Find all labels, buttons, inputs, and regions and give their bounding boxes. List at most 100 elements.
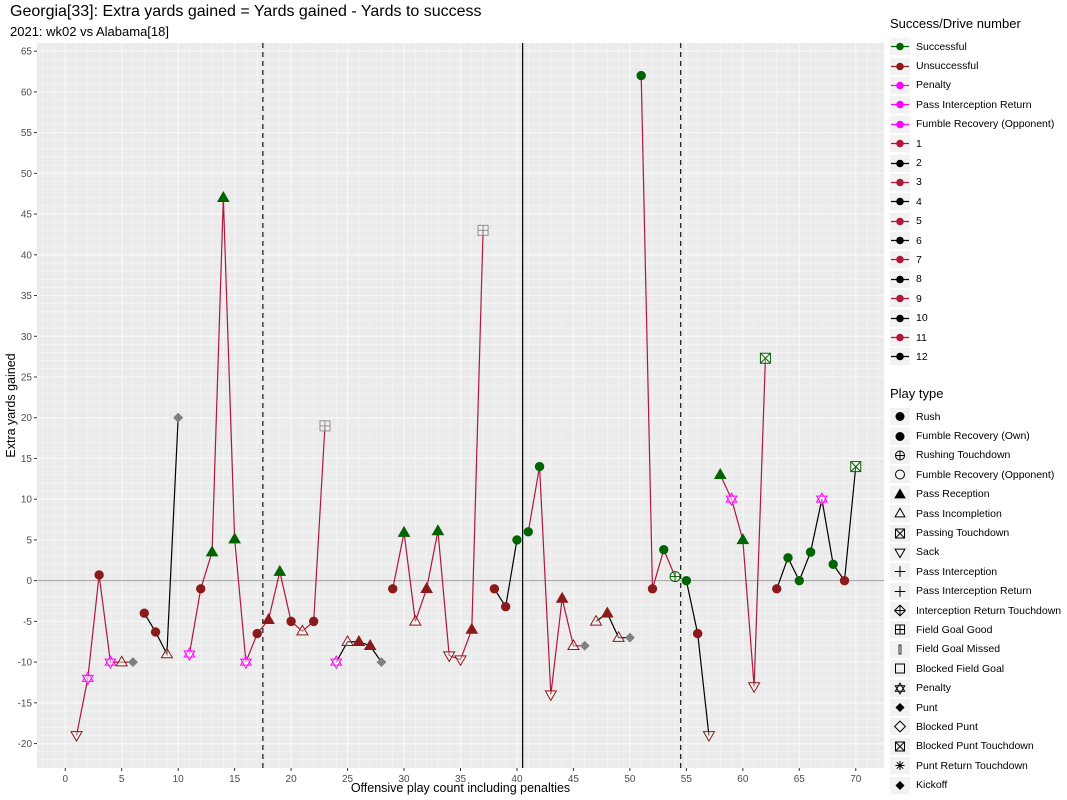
y-tick-label: 50 bbox=[21, 169, 33, 180]
data-point-55 bbox=[681, 575, 692, 586]
legend-key-swatch bbox=[890, 408, 910, 426]
x-tick-label: 10 bbox=[173, 774, 185, 785]
drive-line-7 bbox=[527, 466, 585, 695]
x-tick-label: 20 bbox=[286, 774, 298, 785]
legend-shape-icon bbox=[894, 488, 906, 499]
data-point-42 bbox=[534, 461, 545, 472]
y-tick-label: 55 bbox=[21, 128, 33, 139]
legend-key-swatch bbox=[890, 348, 910, 366]
legend-shape-icon bbox=[895, 469, 905, 480]
x-tick-label: 45 bbox=[568, 774, 580, 785]
legend-item-shape: Blocked Field Goal bbox=[890, 659, 1061, 678]
legend-label: Blocked Field Goal bbox=[916, 662, 1005, 675]
legend-label: Sack bbox=[916, 546, 940, 559]
legend-item-shape: Blocked Punt Touchdown bbox=[890, 737, 1061, 756]
y-tick-label: -10 bbox=[18, 658, 33, 669]
legend-key-swatch bbox=[890, 270, 910, 288]
x-tick-label: 25 bbox=[342, 774, 354, 785]
data-point-58 bbox=[713, 467, 727, 479]
legend-item-color: 1 bbox=[890, 134, 1054, 153]
legend-shape-icon bbox=[898, 644, 902, 655]
legend-label: Blocked Punt Touchdown bbox=[916, 740, 1034, 753]
data-point-33 bbox=[431, 524, 445, 536]
data-point-14 bbox=[216, 191, 230, 203]
data-point-6 bbox=[128, 657, 138, 668]
legend-label: Passing Touchdown bbox=[916, 527, 1010, 540]
data-point-8 bbox=[150, 627, 161, 637]
data-point-31 bbox=[408, 614, 422, 626]
legend-key-swatch bbox=[890, 718, 910, 736]
legend-label: Pass Incompletion bbox=[916, 507, 1002, 520]
x-tick-label: 35 bbox=[455, 774, 467, 785]
data-point-70 bbox=[850, 461, 862, 473]
x-tick-label: 30 bbox=[398, 774, 410, 785]
data-point-17 bbox=[252, 628, 262, 639]
legend-shape-icon bbox=[894, 566, 906, 578]
data-point-62 bbox=[759, 352, 771, 364]
data-point-50 bbox=[624, 632, 635, 643]
data-point-32 bbox=[420, 582, 433, 594]
data-point-36 bbox=[465, 622, 479, 634]
y-tick-label: 25 bbox=[21, 372, 33, 383]
legend-item-shape: Rushing Touchdown bbox=[890, 446, 1061, 465]
legend-item-color: 3 bbox=[890, 173, 1054, 192]
legend-key-swatch bbox=[890, 115, 910, 133]
legend-item-shape: Fumble Recovery (Opponent) bbox=[890, 465, 1061, 484]
data-point-2 bbox=[81, 671, 94, 686]
legend-key-swatch bbox=[890, 57, 910, 75]
legend-key-swatch bbox=[890, 135, 910, 153]
legend-color-title: Success/Drive number bbox=[890, 16, 1021, 31]
legend-label: 10 bbox=[916, 312, 928, 325]
x-tick-label: 55 bbox=[681, 774, 693, 785]
legend-label: 7 bbox=[916, 253, 922, 266]
data-point-66 bbox=[805, 547, 816, 557]
legend-key-swatch bbox=[890, 466, 910, 484]
legend-item-color: 9 bbox=[890, 289, 1054, 308]
data-point-54 bbox=[669, 571, 681, 583]
x-tick-label: 50 bbox=[624, 774, 636, 785]
legend-key-swatch bbox=[890, 563, 910, 581]
legend-label: 4 bbox=[916, 195, 922, 208]
legend-key-swatch bbox=[890, 485, 910, 503]
data-point-18 bbox=[262, 612, 275, 624]
legend-shape-icon bbox=[895, 624, 905, 635]
data-point-4 bbox=[104, 655, 117, 670]
data-point-26 bbox=[352, 634, 366, 646]
legend-label: Fumble Recovery (Opponent) bbox=[916, 118, 1055, 131]
legend-key-swatch bbox=[890, 602, 910, 620]
data-point-10 bbox=[173, 412, 184, 423]
data-point-28 bbox=[376, 657, 387, 668]
data-point-61 bbox=[747, 682, 761, 694]
y-tick-label: 10 bbox=[21, 495, 33, 506]
legend-label: Blocked Punt bbox=[916, 720, 978, 733]
legend-label: Punt Return Touchdown bbox=[916, 759, 1028, 772]
legend-shape-icon bbox=[893, 720, 907, 734]
legend-label: Punt bbox=[916, 701, 938, 714]
data-point-11 bbox=[183, 646, 196, 661]
y-axis-label: Extra yards gained bbox=[4, 353, 18, 457]
legend-shape-icon bbox=[895, 450, 905, 461]
data-point-45 bbox=[567, 639, 580, 651]
x-tick-label: 70 bbox=[850, 774, 862, 785]
legend-item-shape: Punt bbox=[890, 698, 1061, 717]
legend-item-color: 12 bbox=[890, 347, 1054, 366]
legend-item-shape: Pass Interception Return bbox=[890, 582, 1061, 601]
data-point-21 bbox=[296, 624, 309, 636]
legend-key-swatch bbox=[890, 699, 910, 717]
data-point-41 bbox=[523, 527, 533, 537]
y-tick-label: 60 bbox=[21, 87, 33, 98]
legend-key-swatch bbox=[890, 193, 910, 211]
legend-label: Fumble Recovery (Opponent) bbox=[916, 468, 1055, 481]
legend-key-swatch bbox=[890, 76, 910, 94]
data-point-19 bbox=[273, 564, 287, 576]
legend-shape-icon bbox=[895, 528, 905, 539]
legend-shape-icon bbox=[894, 681, 906, 695]
legend-item-shape: Passing Touchdown bbox=[890, 523, 1061, 542]
data-point-43 bbox=[544, 690, 558, 702]
y-tick-label: 30 bbox=[21, 332, 33, 343]
data-point-35 bbox=[454, 655, 467, 667]
legend-key-swatch bbox=[890, 621, 910, 639]
legend-shape-icon bbox=[895, 741, 905, 752]
legend-label: Field Goal Good bbox=[916, 623, 993, 636]
